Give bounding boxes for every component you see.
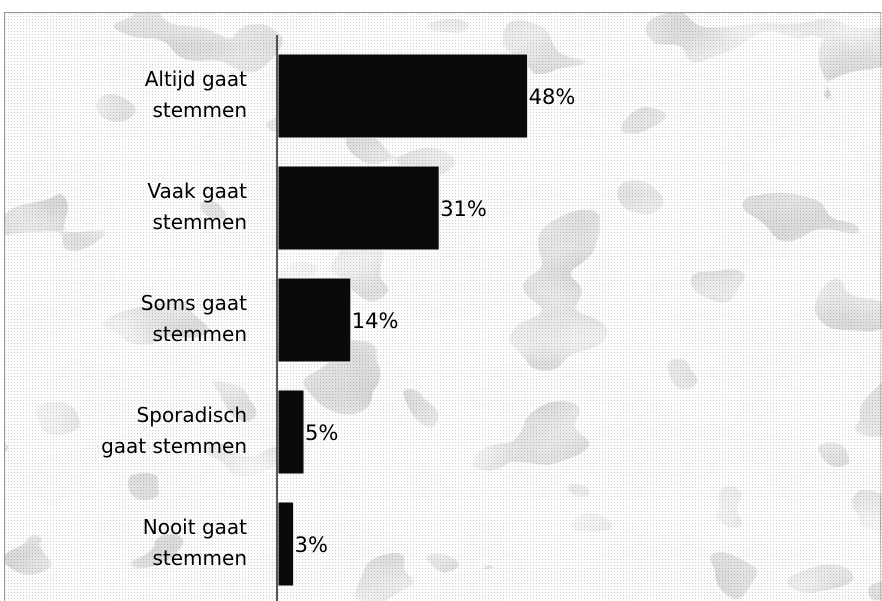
value-label-5: 3% xyxy=(295,533,328,557)
category-label-5: Nooit gaat stemmen xyxy=(143,515,247,570)
value-label-2: 31% xyxy=(440,197,487,221)
bar-2 xyxy=(277,165,440,251)
value-label-4: 5% xyxy=(305,421,338,445)
bar-4 xyxy=(277,389,305,475)
value-label-3: 14% xyxy=(352,309,399,333)
plot-area: 48% Altijd gaat stemmen 31% Vaak gaat stemmen… xyxy=(4,12,882,601)
category-label-1: Altijd gaat stemmen xyxy=(145,67,247,122)
bar-1 xyxy=(277,53,529,139)
value-label-1: 48% xyxy=(529,85,576,109)
bar-3 xyxy=(277,277,352,363)
category-label-3: Soms gaat stemmen xyxy=(141,291,247,346)
bar-5 xyxy=(277,501,295,587)
category-label-4: Sporadisch gaat stemmen xyxy=(101,403,247,458)
category-label-2: Vaak gaat stemmen xyxy=(147,179,247,234)
bar-chart: 48% Altijd gaat stemmen 31% Vaak gaat stemmen… xyxy=(5,13,882,601)
